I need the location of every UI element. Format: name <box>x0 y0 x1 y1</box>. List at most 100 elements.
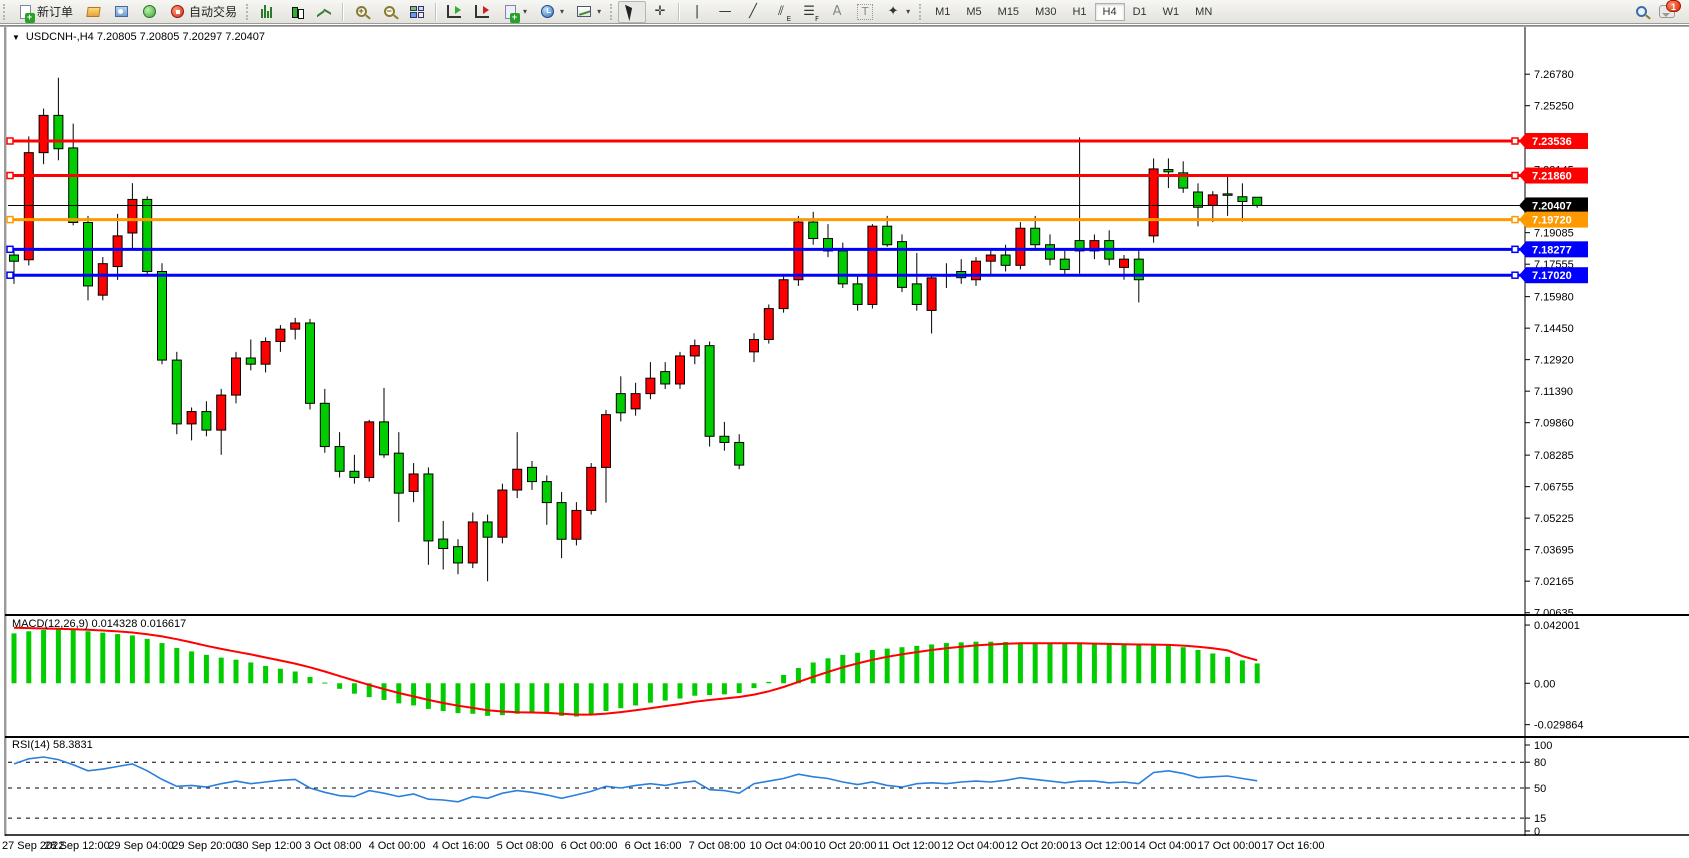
candle-bearish <box>527 466 537 483</box>
channel-tool-button[interactable]: ⫽ E <box>767 1 795 23</box>
horizontal-line-tool-button[interactable]: — <box>711 1 739 23</box>
timeframe-button-mn[interactable]: MN <box>1195 5 1213 18</box>
new-order-icon <box>17 4 35 23</box>
candle-bullish <box>127 198 138 234</box>
timeframe-button-m1[interactable]: M1 <box>935 5 951 18</box>
candle-bullish <box>260 341 271 365</box>
period-button[interactable]: ▾ <box>533 1 570 23</box>
timeframe-button-h1[interactable]: H1 <box>1072 5 1087 18</box>
time-axis-label: 17 Oct 16:00 <box>1261 840 1325 852</box>
candlestick-chart-button[interactable] <box>282 1 310 23</box>
bars-chart-button[interactable] <box>254 1 282 23</box>
search-icon[interactable] <box>1633 4 1649 20</box>
line-handle[interactable] <box>1511 245 1519 254</box>
quotes-button[interactable] <box>79 1 107 23</box>
templates-button[interactable]: ▾ <box>570 1 607 23</box>
price-tag-label: 7.20407 <box>1532 200 1572 212</box>
price-tag-bg <box>1526 241 1588 258</box>
line-handle[interactable] <box>1511 215 1519 224</box>
candle-bullish <box>1148 168 1159 237</box>
line-handle[interactable] <box>6 271 14 279</box>
macd-histogram-bar <box>795 668 801 684</box>
line-chart-button[interactable] <box>310 1 338 23</box>
fibonacci-tool-button[interactable]: ☰ F <box>795 1 823 23</box>
rsi-line <box>13 756 1258 803</box>
macd-histogram-bar <box>1165 645 1171 684</box>
line-handle[interactable] <box>1511 171 1519 180</box>
auto-scroll-button[interactable] <box>468 1 496 23</box>
line-handle[interactable] <box>1511 271 1519 279</box>
price-tick-label: 7.25250 <box>1534 101 1574 113</box>
macd-histogram-bar <box>810 662 816 684</box>
candle-bullish <box>1089 240 1100 252</box>
arrows-tool-button[interactable]: ✦ ▾ <box>879 1 916 23</box>
tile-windows-button[interactable] <box>403 1 431 23</box>
chat-icon[interactable]: 1 <box>1659 0 1681 18</box>
new-order-button[interactable]: 新订单 <box>11 0 79 23</box>
line-handle[interactable] <box>1511 137 1519 145</box>
timeframe-button-w1[interactable]: W1 <box>1162 5 1180 18</box>
candle-bearish <box>823 238 833 252</box>
text-label-tool-button[interactable]: T <box>851 1 879 23</box>
rsi-indicator-label[interactable]: RSI(14) 58.3831 <box>12 739 93 751</box>
macd-histogram-bar <box>115 634 121 684</box>
line-chart-icon <box>316 4 332 20</box>
timeframe-button-m30[interactable]: M30 <box>1035 5 1057 18</box>
macd-histogram-bar <box>529 683 535 714</box>
symbol-header[interactable]: ▼ USDCNH-,H4 7.20805 7.20805 7.20297 7.2… <box>12 31 265 43</box>
crosshair-tool-button[interactable]: ✛ <box>646 1 674 23</box>
cursor-tool-button[interactable] <box>618 0 647 23</box>
macd-tick-label: 0.00 <box>1534 678 1555 690</box>
macd-histogram-bar <box>1195 650 1201 684</box>
trendline-tool-button[interactable]: ╱ <box>739 1 767 23</box>
candle-bearish <box>334 446 345 472</box>
timeframe-button-m5[interactable]: M5 <box>966 5 982 18</box>
macd-histogram-bar <box>70 629 76 684</box>
autotrade-button[interactable]: 自动交易 <box>163 0 243 23</box>
candle-bearish <box>1074 240 1085 252</box>
candle-bullish <box>601 414 611 468</box>
price-tick-label: 7.02165 <box>1534 576 1574 588</box>
timeframe-button-m15[interactable]: M15 <box>997 5 1020 18</box>
macd-histogram-bar <box>603 683 609 711</box>
price-tag-arrow <box>1519 241 1526 258</box>
chart-shift-button[interactable] <box>440 1 468 23</box>
price-axis-tag: 7.21860 <box>1519 167 1588 184</box>
price-tick-label: 7.19085 <box>1534 228 1574 240</box>
line-handle[interactable] <box>6 215 14 224</box>
time-axis-label: 12 Oct 20:00 <box>1005 840 1069 852</box>
candle-bearish <box>1163 169 1174 173</box>
macd-histogram-bar <box>1091 644 1097 684</box>
period-icon <box>539 4 555 20</box>
chart-shift-icon <box>446 4 462 20</box>
time-axis-label: 4 Oct 00:00 <box>368 840 426 852</box>
price-tag-bg <box>1526 267 1588 284</box>
time-axis[interactable]: 27 Sep 2022 28 Sep 12:00 29 Sep 04:00 29 Se… <box>0 836 1689 858</box>
line-handle[interactable] <box>6 245 14 254</box>
zoom-out-button[interactable]: − <box>375 1 403 23</box>
new-chart-button[interactable]: ▾ <box>496 1 533 23</box>
text-tool-button[interactable]: A <box>823 1 851 23</box>
timeframe-button-h4[interactable]: H4 <box>1094 2 1125 21</box>
macd-histogram-bar <box>633 683 639 706</box>
rsi-pane[interactable]: 100 80 50 150 <box>0 738 1689 836</box>
macd-pane[interactable]: 0.042001 0.00 -0.029864 <box>0 616 1689 738</box>
macd-histogram-bar <box>988 641 994 684</box>
candle-bearish <box>660 371 671 385</box>
main-price-pane[interactable]: 7.267807.252507.221457.206157.190857.175… <box>0 26 1689 616</box>
signals-button[interactable] <box>135 1 163 23</box>
timeframe-button-d1[interactable]: D1 <box>1132 5 1147 18</box>
profile-button[interactable] <box>107 1 135 23</box>
templates-icon <box>576 4 592 20</box>
line-handle[interactable] <box>6 171 14 180</box>
line-handle[interactable] <box>6 137 14 145</box>
macd-histogram-bar <box>174 647 180 684</box>
vertical-line-tool-button[interactable]: | <box>683 1 711 23</box>
candle-bullish <box>186 411 197 425</box>
time-axis-label: 30 Sep 12:00 <box>236 840 302 852</box>
macd-histogram-bar <box>292 671 298 684</box>
time-axis-label: 5 Oct 08:00 <box>496 840 554 852</box>
candle-bearish <box>1000 254 1011 266</box>
zoom-in-button[interactable]: + <box>347 1 375 23</box>
macd-indicator-label[interactable]: MACD(12,26,9) 0.014328 0.016617 <box>12 618 187 630</box>
